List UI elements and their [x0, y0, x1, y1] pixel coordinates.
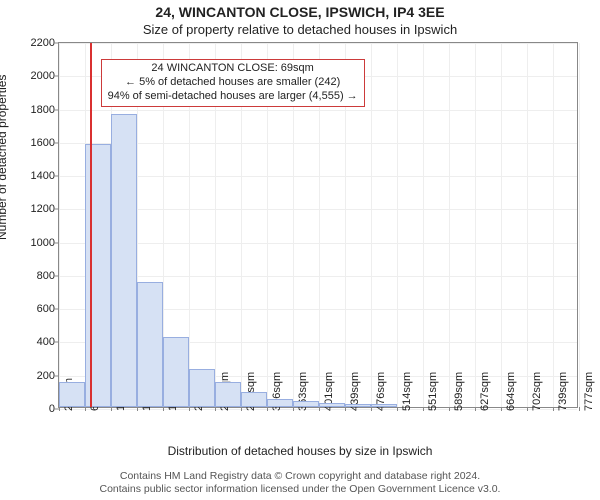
annotation-line: 24 WINCANTON CLOSE: 69sqm	[108, 62, 358, 76]
xtick-label: 739sqm	[557, 372, 569, 411]
xtick-mark	[579, 407, 580, 411]
xtick-mark	[501, 407, 502, 411]
gridline-v	[397, 43, 398, 407]
gridline-v	[501, 43, 502, 407]
gridline-v	[423, 43, 424, 407]
histogram-bar	[215, 382, 241, 407]
xtick-mark	[449, 407, 450, 411]
xtick-mark	[397, 407, 398, 411]
xtick-mark	[267, 407, 268, 411]
histogram-bar	[293, 401, 319, 407]
xtick-label: 664sqm	[505, 372, 517, 411]
xtick-mark	[423, 407, 424, 411]
ytick-label: 800	[37, 270, 55, 282]
gridline-v	[475, 43, 476, 407]
ytick-label: 1200	[31, 203, 55, 215]
ytick-label: 1000	[31, 237, 55, 249]
ytick-label: 1400	[31, 170, 55, 182]
ytick-label: 400	[37, 336, 55, 348]
xtick-mark	[371, 407, 372, 411]
histogram-bar	[137, 282, 163, 407]
ytick-label: 1800	[31, 104, 55, 116]
xtick-mark	[345, 407, 346, 411]
ytick-label: 0	[49, 403, 55, 415]
histogram-bar	[189, 369, 215, 407]
xtick-label: 627sqm	[479, 372, 491, 411]
chart-subtitle: Size of property relative to detached ho…	[0, 22, 600, 37]
xtick-label: 514sqm	[401, 372, 413, 411]
histogram-bar	[111, 114, 137, 407]
footer-line-1: Contains HM Land Registry data © Crown c…	[0, 470, 600, 483]
xtick-mark	[111, 407, 112, 411]
xtick-mark	[553, 407, 554, 411]
ytick-label: 2200	[31, 37, 55, 49]
histogram-bar	[371, 404, 397, 407]
ytick-label: 600	[37, 303, 55, 315]
histogram-bar	[267, 399, 293, 407]
xtick-label: 551sqm	[427, 372, 439, 411]
plot-area: 0200400600800100012001400160018002000220…	[58, 42, 578, 408]
histogram-bar	[241, 392, 267, 407]
x-axis-label: Distribution of detached houses by size …	[0, 444, 600, 458]
y-axis-label: Number of detached properties	[0, 75, 9, 240]
gridline-v	[579, 43, 580, 407]
xtick-label: 702sqm	[531, 372, 543, 411]
annotation-box: 24 WINCANTON CLOSE: 69sqm← 5% of detache…	[101, 59, 365, 106]
xtick-mark	[527, 407, 528, 411]
xtick-mark	[241, 407, 242, 411]
xtick-mark	[137, 407, 138, 411]
xtick-mark	[319, 407, 320, 411]
gridline-v	[553, 43, 554, 407]
chart-title: 24, WINCANTON CLOSE, IPSWICH, IP4 3EE	[0, 4, 600, 20]
ytick-label: 1600	[31, 137, 55, 149]
annotation-line: 94% of semi-detached houses are larger (…	[108, 90, 358, 104]
xtick-mark	[215, 407, 216, 411]
histogram-bar	[345, 404, 371, 407]
gridline-v	[371, 43, 372, 407]
gridline-v	[59, 43, 60, 407]
gridline-v	[527, 43, 528, 407]
xtick-mark	[59, 407, 60, 411]
annotation-line: ← 5% of detached houses are smaller (242…	[108, 76, 358, 90]
attribution-footer: Contains HM Land Registry data © Crown c…	[0, 470, 600, 496]
xtick-mark	[189, 407, 190, 411]
histogram-bar	[163, 337, 189, 407]
footer-line-2: Contains public sector information licen…	[0, 483, 600, 496]
histogram-bar	[319, 403, 345, 407]
ytick-label: 2000	[31, 70, 55, 82]
ytick-label: 200	[37, 370, 55, 382]
histogram-bar	[59, 382, 85, 407]
xtick-mark	[475, 407, 476, 411]
xtick-label: 777sqm	[583, 372, 595, 411]
subject-marker-line	[90, 43, 92, 407]
xtick-mark	[293, 407, 294, 411]
xtick-mark	[163, 407, 164, 411]
xtick-label: 589sqm	[453, 372, 465, 411]
xtick-mark	[85, 407, 86, 411]
gridline-v	[449, 43, 450, 407]
